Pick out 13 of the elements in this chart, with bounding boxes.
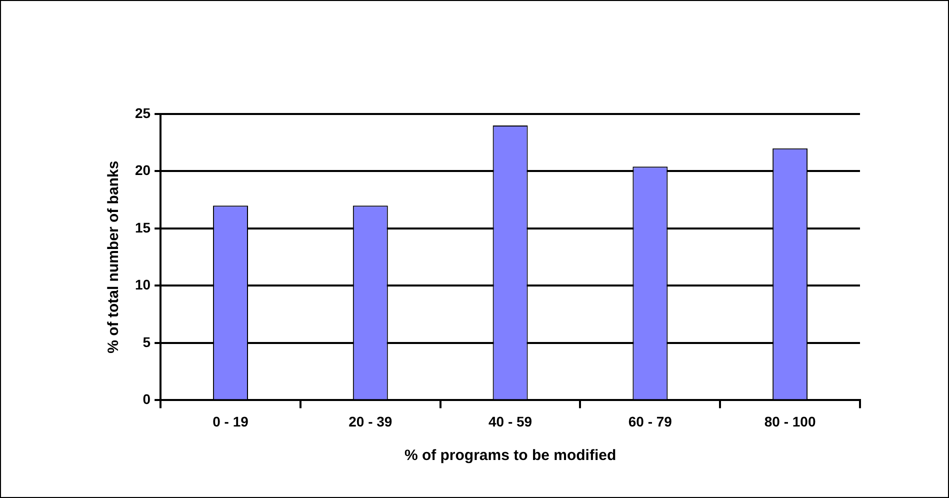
- x-axis-title: % of programs to be modified: [404, 447, 616, 464]
- x-tick-label: 40 - 59: [488, 413, 532, 430]
- x-tick-label: 80 - 100: [764, 413, 816, 430]
- x-tick-label: 60 - 79: [628, 413, 672, 430]
- y-tick-label: 25: [134, 104, 151, 121]
- y-tick-label: 5: [142, 334, 151, 350]
- y-axis-title: % of total number of banks: [105, 160, 122, 354]
- x-tick-label: 0 - 19: [212, 413, 249, 430]
- x-tick-label: 20 - 39: [348, 413, 392, 430]
- y-tick-label: 15: [134, 219, 151, 236]
- y-tick-label: 0: [142, 391, 151, 408]
- y-tick-label: 10: [134, 276, 151, 293]
- y-tick-label: 20: [134, 162, 151, 178]
